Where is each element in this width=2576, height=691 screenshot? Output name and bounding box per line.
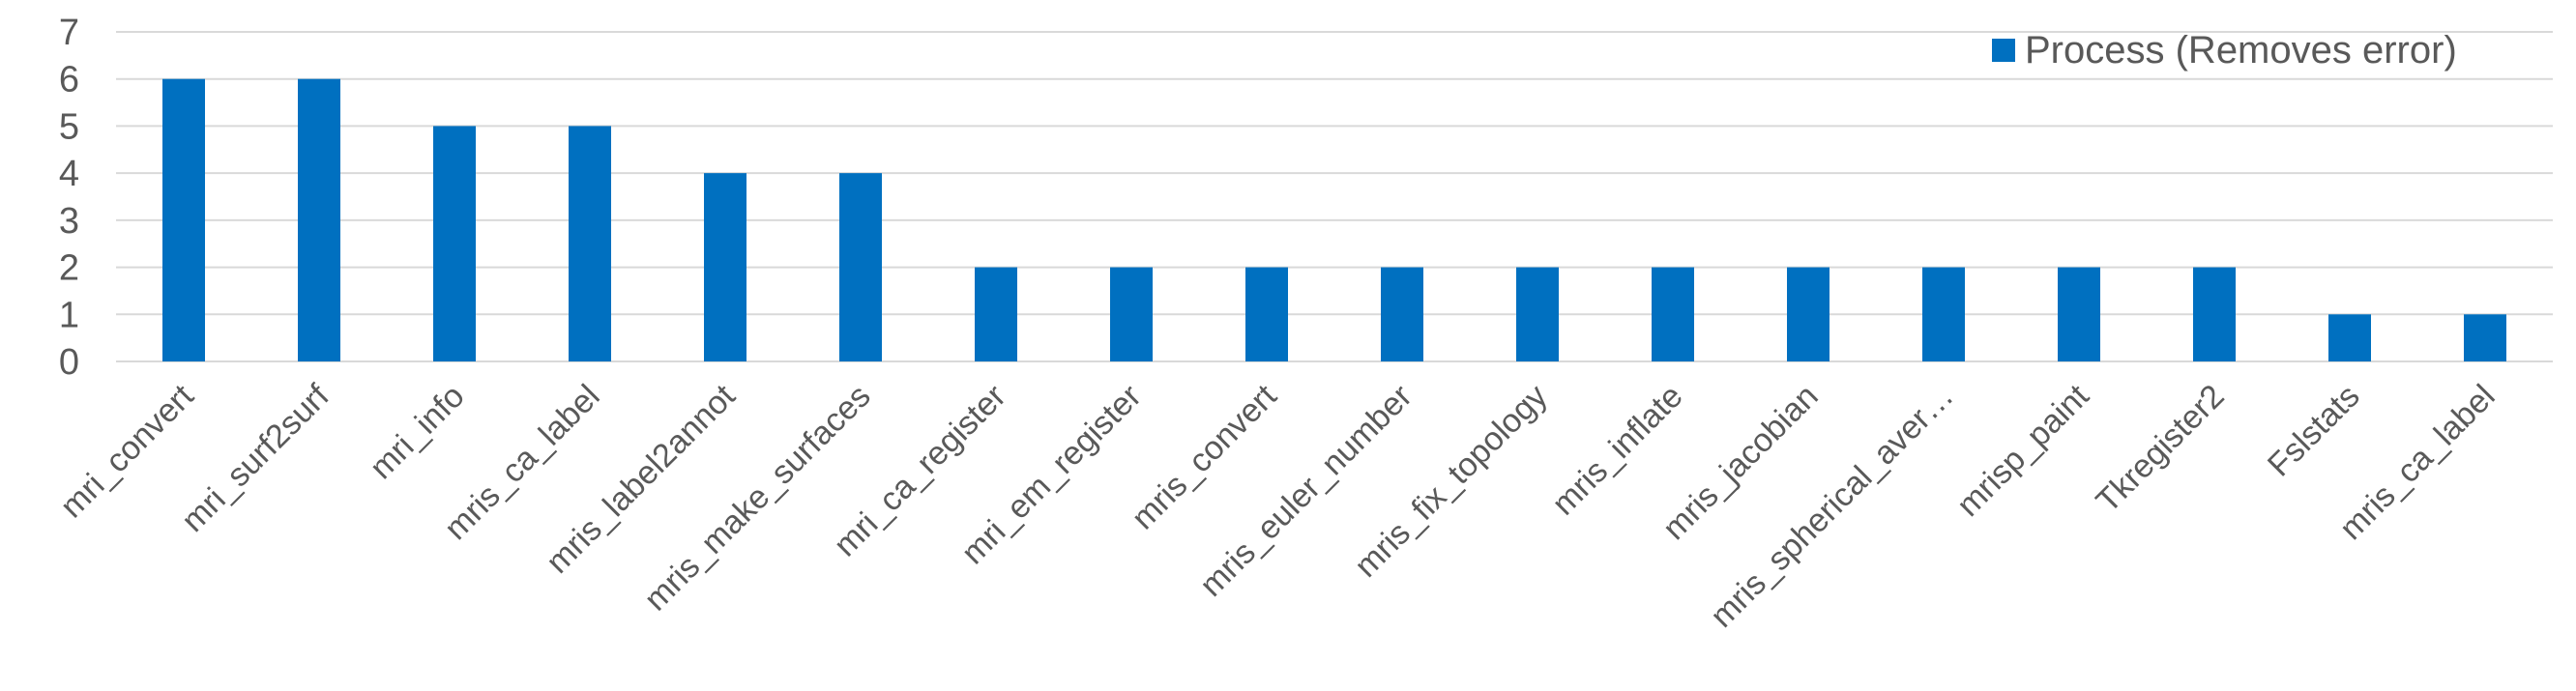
y-tick-label: 1: [59, 295, 79, 335]
y-tick-label: 3: [59, 201, 79, 242]
y-tick-label: 5: [59, 106, 79, 147]
x-tick-label: Fslstats: [2261, 378, 2367, 484]
y-tick-label: 6: [59, 60, 79, 101]
bar: [704, 173, 746, 361]
y-tick-label: 0: [59, 342, 79, 383]
bar: [975, 267, 1017, 361]
bar: [1922, 267, 1965, 361]
y-tick-label: 4: [59, 154, 79, 194]
bar: [162, 78, 205, 361]
bar: [1516, 267, 1559, 361]
legend-label: Process (Removes error): [2025, 29, 2457, 72]
legend: Process (Removes error): [1992, 29, 2457, 72]
x-tick-label: mris_spherical_aver…: [1704, 378, 1961, 635]
bar: [839, 173, 882, 361]
bar: [1381, 267, 1423, 361]
bar: [2193, 267, 2236, 361]
x-tick-label: mri_surf2surf: [175, 377, 337, 539]
bar: [2058, 267, 2100, 361]
x-tick-label: mrisp_paint: [1950, 377, 2097, 524]
bar: [433, 126, 476, 361]
bar: [298, 78, 340, 361]
legend-swatch: [1992, 39, 2015, 62]
x-tick-label: Tkregister2: [2090, 378, 2232, 520]
x-tick-label: mris_inflate: [1545, 378, 1690, 523]
bar: [1652, 267, 1694, 361]
bars: [162, 78, 2506, 361]
y-axis-ticks: 0 1 2 3 4 5 6 7: [59, 13, 79, 383]
gridlines: [116, 31, 2553, 362]
bar: [2464, 314, 2506, 361]
y-tick-label: 2: [59, 248, 79, 289]
bar: [1110, 267, 1153, 361]
x-tick-label: mri_info: [363, 378, 471, 486]
x-tick-label: mri_convert: [53, 377, 201, 525]
x-tick-label: mris_make_surfaces: [637, 378, 878, 619]
bar: [1787, 267, 1830, 361]
bar: [1245, 267, 1288, 361]
bar: [2328, 314, 2371, 361]
y-tick-label: 7: [59, 13, 79, 53]
bar: [569, 126, 611, 361]
